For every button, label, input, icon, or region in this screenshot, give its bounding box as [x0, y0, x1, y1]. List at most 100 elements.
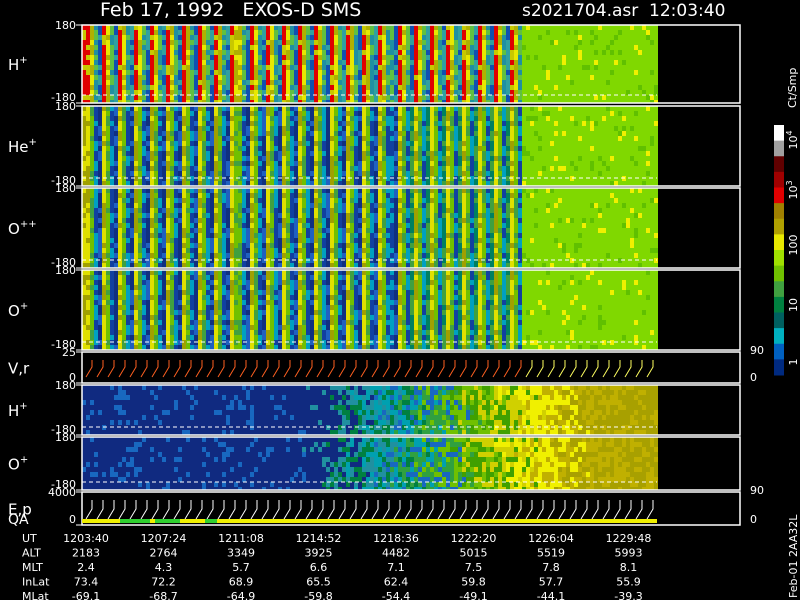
spectrogram-cell: [274, 181, 278, 186]
spectrogram-cell: [446, 80, 450, 85]
spectrogram-cell: [490, 35, 494, 40]
spectrogram-cell: [314, 126, 318, 131]
spectrogram-cell: [654, 116, 658, 121]
spectrogram-cell: [102, 223, 106, 228]
spectrogram-cell: [386, 126, 390, 131]
spectrogram-cell: [510, 35, 514, 40]
spectrogram-cell: [638, 100, 642, 103]
spectrogram-cell: [194, 100, 198, 103]
spectrogram-cell: [486, 166, 490, 171]
spectrogram-cell: [122, 45, 126, 50]
spectrogram-cell: [134, 146, 138, 151]
spectrogram-cell: [194, 30, 198, 35]
spectrogram-cell: [86, 45, 90, 50]
spectrogram-cell: [450, 40, 454, 45]
spectrogram-cell: [142, 176, 146, 181]
spectrogram-cell: [170, 25, 174, 30]
spectrogram-cell: [142, 208, 146, 213]
spectrogram-cell: [554, 141, 558, 146]
spectrogram-cell: [646, 75, 650, 80]
spectrogram-cell: [430, 40, 434, 45]
spectrogram-cell: [414, 121, 418, 126]
spectrogram-cell: [534, 131, 538, 136]
spectrogram-cell: [562, 65, 566, 70]
spectrogram-cell: [430, 100, 434, 103]
spectrogram-cell: [142, 263, 146, 268]
spectrogram-cell: [302, 146, 306, 151]
spectrogram-cell: [238, 131, 242, 136]
spectrogram-cell: [86, 70, 90, 75]
spectrogram-cell: [438, 95, 442, 100]
spectrogram-cell: [306, 45, 310, 50]
spectrogram-cell: [382, 75, 386, 80]
spectrogram-cell: [146, 106, 150, 111]
spectrogram-cell: [510, 55, 514, 60]
spectrogram-cell: [442, 55, 446, 60]
spectrogram-cell: [554, 156, 558, 161]
spectrogram-cell: [518, 181, 522, 186]
spectrogram-cell: [338, 50, 342, 55]
spectrogram-cell: [226, 45, 230, 50]
spectrogram-cell: [442, 136, 446, 141]
spectrogram-cell: [94, 90, 98, 95]
spectrogram-cell: [614, 30, 618, 35]
spectrogram-cell: [154, 171, 158, 176]
spectrogram-cell: [530, 131, 534, 136]
spectrogram-cell: [214, 40, 218, 45]
spectrogram-cell: [142, 193, 146, 198]
spectrogram-cell: [206, 95, 210, 100]
spectrogram-cell: [230, 181, 234, 186]
spectrogram-cell: [378, 40, 382, 45]
spectrogram-cell: [562, 151, 566, 156]
spectrogram-cell: [198, 75, 202, 80]
spectrogram-cell: [614, 25, 618, 30]
spectrogram-cell: [614, 95, 618, 100]
spectrogram-cell: [98, 146, 102, 151]
spectrogram-cell: [550, 90, 554, 95]
spectrogram-cell: [578, 95, 582, 100]
spectrogram-cell: [154, 111, 158, 116]
spectrogram-cell: [170, 213, 174, 218]
spectrogram-cell: [390, 45, 394, 50]
spectrogram-cell: [450, 75, 454, 80]
spectrogram-cell: [422, 45, 426, 50]
spectrogram-cell: [246, 106, 250, 111]
spectrogram-cell: [426, 95, 430, 100]
spectrogram-cell: [374, 146, 378, 151]
spectrogram-cell: [498, 131, 502, 136]
spectrogram-cell: [98, 126, 102, 131]
spectrogram-cell: [618, 161, 622, 166]
spectrogram-cell: [278, 171, 282, 176]
spectrogram-cell: [162, 166, 166, 171]
spectrogram-cell: [606, 166, 610, 171]
spectrogram-cell: [174, 141, 178, 146]
spectrogram-cell: [398, 106, 402, 111]
spectrogram-cell: [86, 228, 90, 233]
spectrogram-cell: [310, 151, 314, 156]
spectrogram-cell: [230, 136, 234, 141]
spectrogram-cell: [522, 25, 526, 30]
spectrogram-cell: [234, 25, 238, 30]
spectrogram-cell: [166, 213, 170, 218]
spectrogram-cell: [162, 193, 166, 198]
spectrogram-cell: [602, 126, 606, 131]
spectrogram-cell: [542, 121, 546, 126]
spectrogram-cell: [142, 198, 146, 203]
spectrogram-cell: [570, 45, 574, 50]
spectrogram-cell: [182, 136, 186, 141]
spectrogram-cell: [218, 106, 222, 111]
spectrogram-cell: [182, 70, 186, 75]
spectrogram-cell: [606, 106, 610, 111]
spectrogram-cell: [542, 40, 546, 45]
spectrogram-cell: [398, 156, 402, 161]
spectrogram-cell: [378, 121, 382, 126]
spectrogram-cell: [450, 25, 454, 30]
spectrogram-cell: [582, 176, 586, 181]
spectrogram-cell: [494, 111, 498, 116]
spectrogram-cell: [578, 100, 582, 103]
spectrogram-cell: [646, 116, 650, 121]
spectrogram-cell: [558, 80, 562, 85]
spectrogram-cell: [510, 60, 514, 65]
spectrogram-cell: [626, 60, 630, 65]
spectrogram-cell: [142, 253, 146, 258]
